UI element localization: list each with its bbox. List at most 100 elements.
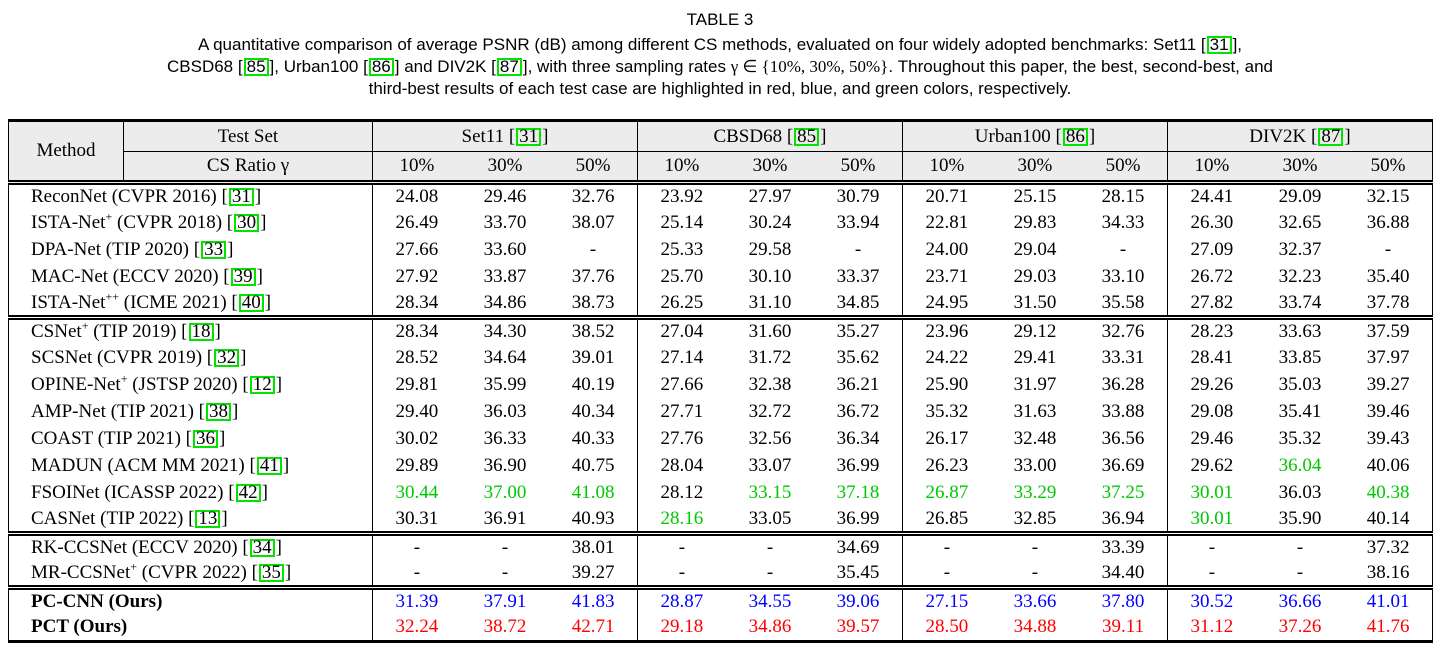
value-cell: 36.03 bbox=[483, 401, 527, 422]
citation-box[interactable]: 40 bbox=[238, 293, 264, 312]
value-cell: 28.16 bbox=[636, 506, 726, 534]
citation-box[interactable]: 31 bbox=[1206, 36, 1232, 54]
value-cell: - bbox=[1031, 561, 1039, 583]
citation-box[interactable]: 12 bbox=[249, 375, 275, 394]
value-cell: 33.37 bbox=[836, 266, 880, 287]
value-cell: 35.03 bbox=[1278, 374, 1322, 395]
method-cell: MR-CCSNet+ (CVPR 2022) [35] bbox=[31, 559, 292, 583]
value-cell: 39.01 bbox=[571, 347, 615, 368]
method-cell: COAST (TIP 2021) [36] bbox=[31, 428, 226, 449]
value-cell: 29.03 bbox=[1013, 266, 1057, 287]
citation-box[interactable]: 42 bbox=[235, 483, 261, 502]
citation-box[interactable]: 39 bbox=[230, 267, 256, 286]
value-cell: 34.40 bbox=[1101, 561, 1145, 583]
value-cell: 34.86 bbox=[748, 616, 792, 638]
method-cell: ReconNet (CVPR 2016) [31] bbox=[8, 180, 373, 210]
value-cell: 26.17 bbox=[901, 425, 991, 453]
citation-box[interactable]: 36 bbox=[192, 429, 218, 448]
value-cell: 34.86 bbox=[483, 291, 527, 313]
value-cell: 36.99 bbox=[836, 455, 880, 476]
value-cell: 30.01 bbox=[1166, 506, 1256, 534]
citation-box[interactable]: 32 bbox=[214, 348, 240, 367]
value-cell: 39.46 bbox=[1366, 401, 1410, 422]
citation-box[interactable]: 87 bbox=[496, 58, 522, 76]
value-cell: 33.85 bbox=[1278, 347, 1322, 368]
value-cell: 33.87 bbox=[483, 266, 527, 287]
value-cell: 40.19 bbox=[571, 374, 615, 395]
citation-box[interactable]: 86 bbox=[368, 58, 394, 76]
citation-box[interactable]: 86 bbox=[1062, 127, 1088, 146]
method-cell: SCSNet (CVPR 2019) [32] bbox=[31, 347, 247, 368]
value-cell: 29.12 bbox=[990, 315, 1080, 345]
value-cell: - bbox=[901, 560, 991, 588]
value-cell: 35.40 bbox=[1366, 266, 1410, 287]
value-cell: 29.09 bbox=[1255, 180, 1345, 210]
value-cell: 22.81 bbox=[901, 209, 991, 237]
value-cell: 36.88 bbox=[1366, 212, 1410, 233]
value-cell: 41.76 bbox=[1366, 616, 1410, 638]
citation-box[interactable]: 38 bbox=[205, 402, 231, 421]
value-cell: - bbox=[636, 531, 726, 561]
citation-box[interactable]: 87 bbox=[1318, 127, 1344, 146]
citation-box[interactable]: 85 bbox=[243, 58, 269, 76]
value-cell: 38.16 bbox=[1366, 561, 1410, 583]
value-cell: 37.00 bbox=[483, 482, 527, 503]
citation-box[interactable]: 33 bbox=[201, 240, 227, 259]
value-cell: - bbox=[460, 531, 550, 561]
value-cell: 36.91 bbox=[483, 507, 527, 529]
value-cell: 29.81 bbox=[371, 371, 461, 399]
citation-box[interactable]: 13 bbox=[195, 509, 221, 528]
value-cell: 30.24 bbox=[748, 212, 792, 233]
table-row: CSNet+ (TIP 2019) [18] 28.34 34.30 38.52 27.… bbox=[8, 315, 1433, 345]
value-cell: 40.75 bbox=[571, 455, 615, 476]
citation-box[interactable]: 18 bbox=[188, 322, 214, 342]
value-cell: 33.29 bbox=[1013, 482, 1057, 503]
value-cell: 37.32 bbox=[1344, 531, 1433, 561]
value-cell: 39.11 bbox=[1102, 616, 1145, 638]
value-cell: 36.34 bbox=[836, 428, 880, 449]
method-cell: FSOINet (ICASSP 2022) [42] bbox=[31, 482, 268, 503]
citation-box[interactable]: 85 bbox=[794, 127, 820, 146]
value-cell: 31.97 bbox=[1013, 374, 1057, 395]
table-row: SCSNet (CVPR 2019) [32] 28.52 34.64 39.01 27… bbox=[9, 344, 1433, 372]
value-cell: 40.34 bbox=[571, 401, 615, 422]
value-cell: 29.62 bbox=[1166, 452, 1256, 480]
col-header-ratio: 30% bbox=[725, 151, 815, 183]
citation-box[interactable]: 35 bbox=[258, 563, 284, 582]
value-cell: 27.09 bbox=[1166, 236, 1256, 264]
citation-box[interactable]: 34 bbox=[249, 538, 275, 558]
value-cell: 37.97 bbox=[1366, 347, 1410, 368]
value-cell: 33.07 bbox=[748, 455, 792, 476]
value-cell: 27.14 bbox=[636, 344, 726, 372]
value-cell: 37.80 bbox=[1079, 585, 1168, 615]
col-header-dataset: CBSD68 [85] bbox=[636, 120, 903, 152]
value-cell: 25.70 bbox=[636, 263, 726, 291]
citation-box[interactable]: 31 bbox=[228, 187, 254, 207]
value-cell: 32.37 bbox=[1278, 239, 1322, 260]
value-cell: 29.41 bbox=[1013, 347, 1057, 368]
value-cell: 27.97 bbox=[725, 180, 815, 210]
citation-box[interactable]: 31 bbox=[516, 127, 542, 146]
method-cell: PC-CNN (Ours) bbox=[8, 585, 373, 615]
header-row-ratios: CS Ratio γ 10% 30% 50% 10% 30% 50% 10% 30% 50% 10… bbox=[9, 151, 1433, 183]
value-cell: 39.43 bbox=[1366, 428, 1410, 449]
col-header-ratio: 30% bbox=[1255, 151, 1345, 183]
value-cell: 24.41 bbox=[1166, 180, 1256, 210]
citation-box[interactable]: 41 bbox=[256, 456, 282, 475]
value-cell: 40.93 bbox=[571, 507, 615, 529]
superscript: + bbox=[120, 371, 128, 386]
table-row: MADUN (ACM MM 2021) [41] 29.89 36.90 40.75 2… bbox=[9, 452, 1433, 480]
value-cell: 29.26 bbox=[1166, 371, 1256, 399]
citation-box[interactable]: 30 bbox=[234, 213, 260, 232]
value-cell: 31.10 bbox=[748, 291, 792, 313]
value-cell: - bbox=[1384, 239, 1392, 260]
value-cell: 30.79 bbox=[814, 180, 903, 210]
value-cell: 24.22 bbox=[901, 344, 991, 372]
value-cell: 41.01 bbox=[1344, 585, 1433, 615]
value-cell: 29.46 bbox=[1166, 425, 1256, 453]
value-cell: 39.06 bbox=[814, 585, 903, 615]
value-cell: 28.52 bbox=[371, 344, 461, 372]
value-cell: 35.90 bbox=[1278, 507, 1322, 529]
value-cell: 29.46 bbox=[460, 180, 550, 210]
value-cell: 26.25 bbox=[636, 290, 726, 318]
